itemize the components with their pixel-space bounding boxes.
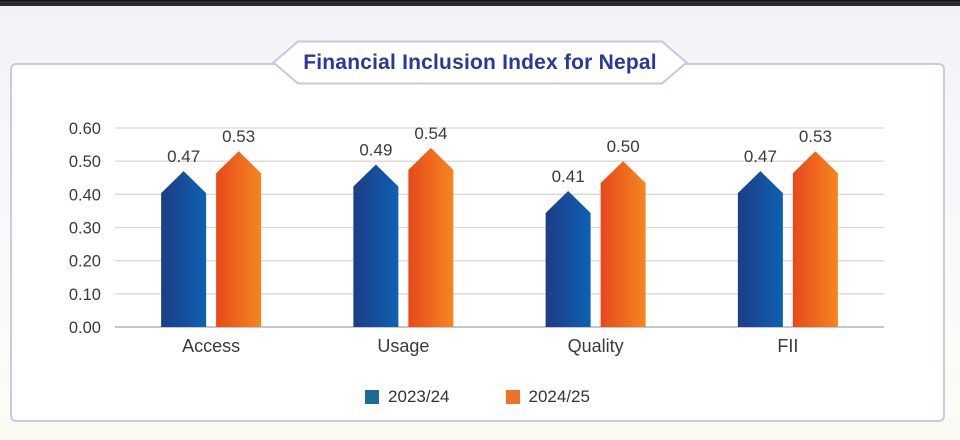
bar	[353, 164, 399, 327]
value-label: 0.54	[414, 124, 447, 143]
bar	[600, 161, 646, 327]
page-title: Financial Inclusion Index for Nepal	[303, 50, 657, 74]
value-label: 0.47	[744, 147, 777, 166]
y-tick-label: 0.20	[69, 253, 101, 271]
bar	[408, 147, 454, 327]
legend-swatch-2023-24	[365, 390, 380, 404]
bar-chart: 0.00 0.10 0.20 0.30 0.40 0.50 0.60 0.47 0.53 Acce…	[69, 120, 884, 356]
title-banner: Financial Inclusion Index for Nepal	[272, 40, 688, 85]
legend-item-2024-25: 2024/25	[505, 387, 590, 407]
category-label: Access	[182, 336, 240, 356]
y-tick-label: 0.00	[69, 319, 101, 337]
legend: 2023/24 2024/25	[12, 387, 943, 407]
y-tick-label: 0.30	[69, 220, 101, 238]
category-label: FII	[777, 336, 798, 356]
bar	[792, 151, 838, 327]
value-label: 0.53	[799, 127, 832, 146]
value-label: 0.49	[359, 140, 392, 159]
value-label: 0.41	[552, 167, 585, 186]
value-label: 0.50	[607, 137, 640, 156]
value-label: 0.53	[222, 127, 255, 146]
y-tick-label: 0.60	[69, 120, 101, 138]
chart-panel: 0.00 0.10 0.20 0.30 0.40 0.50 0.60 0.47 0.53 Acce…	[10, 63, 945, 422]
bar	[216, 151, 262, 327]
category-label: Quality	[568, 336, 624, 356]
bar	[161, 171, 207, 327]
y-tick-label: 0.40	[69, 186, 101, 204]
legend-label-2023-24: 2023/24	[388, 387, 450, 406]
y-tick-label: 0.50	[69, 153, 101, 171]
legend-swatch-2024-25	[505, 390, 520, 404]
bar	[545, 191, 591, 327]
top-strip	[0, 0, 960, 6]
value-label: 0.47	[167, 147, 200, 166]
category-label: Usage	[377, 336, 429, 356]
legend-label-2024-25: 2024/25	[528, 387, 590, 406]
bar	[737, 171, 783, 327]
legend-item-2023-24: 2023/24	[365, 387, 450, 407]
y-tick-label: 0.10	[69, 286, 101, 304]
title-banner-shape	[272, 40, 688, 85]
